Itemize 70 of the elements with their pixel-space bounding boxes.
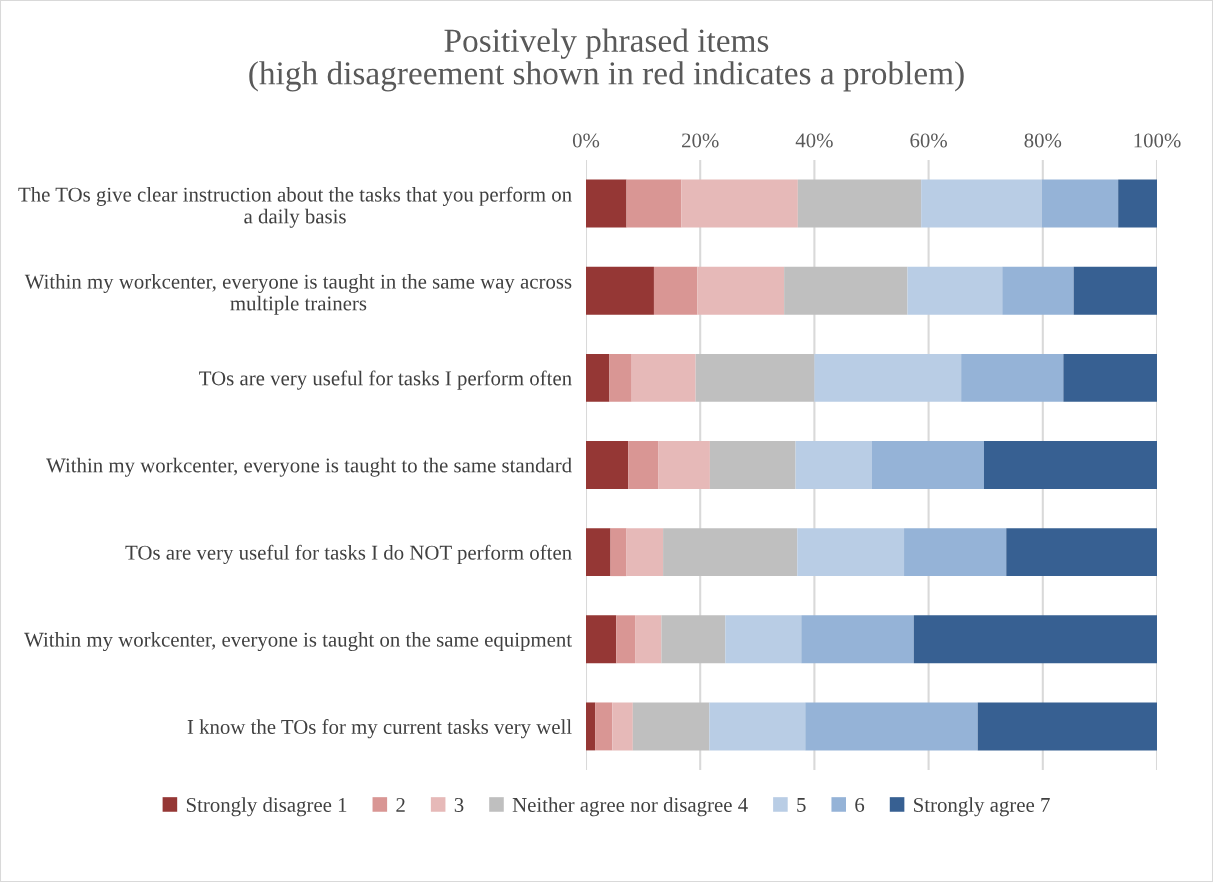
bar <box>814 353 962 402</box>
x-tick-label: 40% <box>795 133 833 148</box>
bar <box>725 615 802 664</box>
bar <box>586 441 629 489</box>
bar <box>586 353 610 402</box>
bar <box>697 266 785 315</box>
bar <box>1006 528 1157 577</box>
legend-label: 6 <box>855 797 865 812</box>
bar <box>784 266 908 315</box>
bar <box>681 179 798 228</box>
x-tick-label: 100% <box>1134 133 1181 148</box>
bar <box>632 702 710 751</box>
bar <box>907 266 1003 315</box>
bar <box>695 353 815 402</box>
y-tick-label: The TOs give clear instruction about the tasks that you perform on a daily basis <box>18 186 572 228</box>
bar <box>961 353 1064 402</box>
bar <box>1118 179 1157 228</box>
bar <box>904 528 1007 577</box>
bar <box>595 702 613 751</box>
bar <box>795 441 872 489</box>
bar <box>612 702 633 751</box>
bar <box>797 528 905 577</box>
y-tick-label: Within my workcenter, everyone is taught in the same way across multiple trainers <box>24 274 572 315</box>
bar <box>661 615 726 664</box>
bar <box>921 179 1042 228</box>
bar <box>658 441 710 489</box>
bar <box>977 702 1157 751</box>
bar <box>1041 179 1119 228</box>
bar <box>653 266 698 315</box>
x-tick-label: 60% <box>910 133 947 148</box>
chart-title: Positively phrased items (high disagreement shown in red indicates a problem) <box>249 28 964 92</box>
bar <box>797 179 922 228</box>
legend-label: 3 <box>454 797 464 812</box>
bar <box>805 702 978 751</box>
bar <box>586 615 617 664</box>
bar <box>635 615 662 664</box>
bar <box>631 353 696 402</box>
bar <box>586 702 596 751</box>
y-tick-label: Within my workcenter, everyone is taught to the same standard <box>46 457 572 477</box>
x-tick-label: 20% <box>682 133 719 148</box>
legend-label: 2 <box>396 797 405 812</box>
legend-label: Strongly disagree 1 <box>186 797 347 817</box>
y-tick-label: Within my workcenter, everyone is taught on the same equipment <box>24 632 572 652</box>
bar <box>609 353 632 402</box>
bar <box>663 528 798 577</box>
bar <box>1073 266 1157 315</box>
bar <box>709 702 806 751</box>
bar <box>709 441 796 489</box>
y-tick-label: I know the TOs for my current tasks very well <box>187 719 572 739</box>
legend-label: Strongly agree 7 <box>914 797 1050 817</box>
bar <box>610 528 627 577</box>
bar <box>913 615 1157 664</box>
legend-label: 5 <box>797 798 806 812</box>
bar <box>1063 353 1157 402</box>
bar <box>801 615 914 664</box>
bar <box>1002 266 1074 315</box>
bar <box>626 528 664 577</box>
x-tick-label: 80% <box>1024 133 1062 148</box>
x-tick-label: 0% <box>572 133 600 148</box>
bar <box>586 179 627 228</box>
bar <box>628 441 659 489</box>
legend-label: Neither agree nor disagree 4 <box>512 797 748 817</box>
y-tick-label: TOs are very useful for tasks I perform often <box>199 370 572 390</box>
bar <box>871 441 984 489</box>
bar <box>586 266 654 315</box>
bar <box>983 441 1157 489</box>
bar <box>586 528 611 577</box>
y-tick-label: TOs are very useful for tasks I do NOT perform often <box>125 544 572 564</box>
bar <box>616 615 636 664</box>
bar <box>626 179 682 228</box>
